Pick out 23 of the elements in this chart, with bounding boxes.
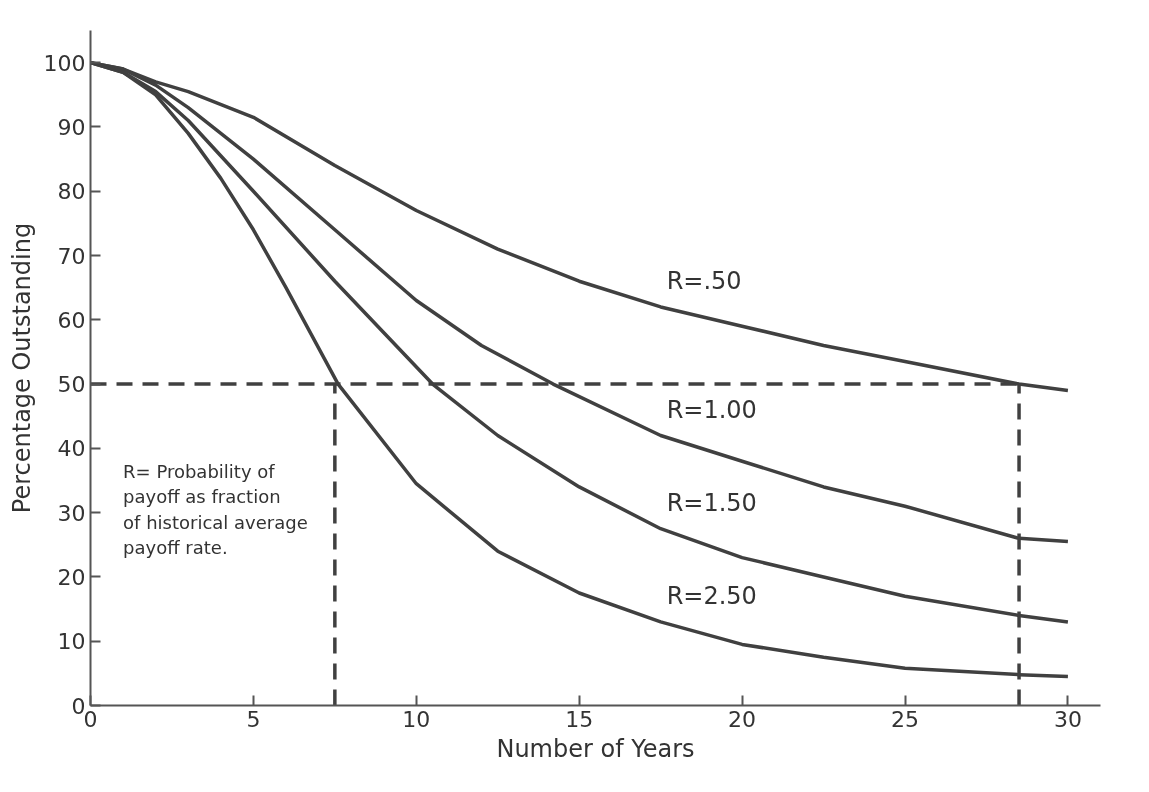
series-label: R=1.50: [666, 488, 757, 517]
y-tick-label: 40: [57, 436, 86, 462]
y-tick-label: 30: [57, 500, 86, 526]
x-tick-label: 25: [891, 706, 920, 732]
x-tick-label: 20: [728, 706, 757, 732]
x-tick-label: 30: [1053, 706, 1082, 732]
x-axis-title: Number of Years: [496, 734, 695, 763]
y-axis-title: Percentage Outstanding: [7, 222, 36, 514]
series-label: R=.50: [666, 266, 742, 295]
series-label: R=2.50: [666, 581, 757, 610]
y-tick-label: 20: [57, 564, 86, 590]
y-tick-label: 70: [57, 243, 86, 269]
x-tick-label: 15: [565, 706, 594, 732]
y-tick-label: 100: [43, 50, 86, 76]
annotation: R= Probability of payoff as fraction of historical average payoff rate.: [123, 461, 308, 558]
series-label: R=1.00: [666, 395, 757, 424]
y-tick-label: 80: [57, 179, 86, 205]
y-tick-label: 50: [57, 372, 86, 398]
x-tick-label: 10: [402, 706, 431, 732]
y-tick-label: 10: [57, 629, 86, 655]
y-tick-label: 60: [57, 307, 86, 333]
y-tick-label: 90: [57, 114, 86, 140]
x-tick-label: 5: [246, 706, 261, 732]
